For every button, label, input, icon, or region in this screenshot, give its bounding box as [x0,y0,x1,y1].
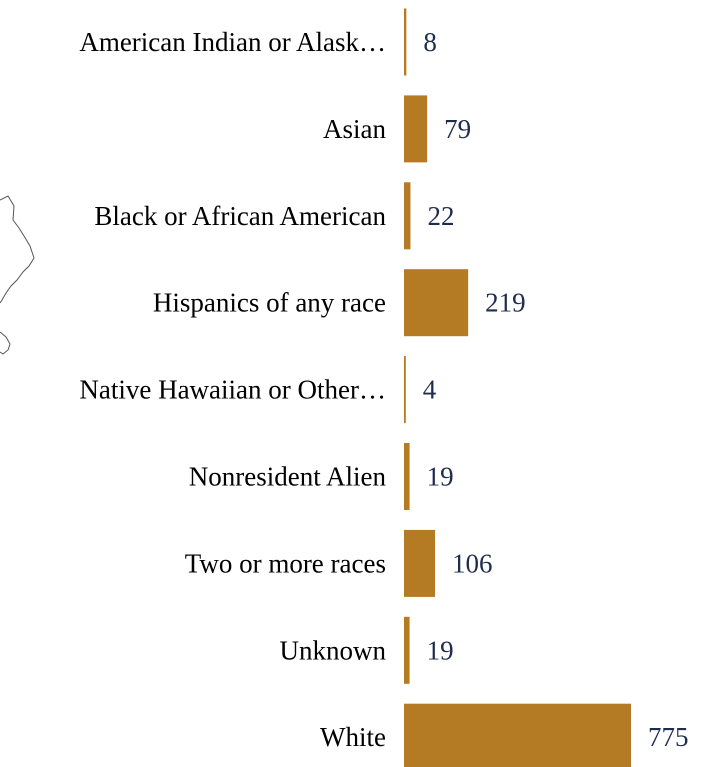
category-label: White [320,722,386,752]
bar[interactable] [404,616,410,684]
bar[interactable] [404,269,469,337]
bar[interactable] [404,443,410,510]
bar-row: Nonresident Alien 19 [189,443,454,510]
category-label: Unknown [280,635,387,665]
category-label: Nonresident Alien [189,462,387,492]
bar[interactable] [404,703,631,767]
value-label: 4 [423,375,437,405]
value-label: 79 [444,114,471,144]
category-label: Hispanics of any race [153,288,386,318]
bar-row: Asian 79 [323,95,471,163]
bar-row: Hispanics of any race 219 [153,269,526,337]
bar-row: Native Hawaiian or Other… 4 [79,356,437,424]
bar[interactable] [404,182,411,250]
bar-row: Two or more races 106 [185,529,493,597]
category-label: Black or African American [94,201,386,231]
bar[interactable] [404,95,428,163]
value-label: 19 [427,462,454,492]
value-label: 219 [485,288,526,318]
bar[interactable] [404,8,407,76]
value-label: 8 [423,27,437,57]
category-label: Native Hawaiian or Other… [79,375,386,405]
value-label: 19 [427,635,454,665]
map-outline-fragment [0,195,35,355]
bar-row: Unknown 19 [280,616,454,684]
category-label: Two or more races [185,548,386,578]
bar[interactable] [404,529,436,597]
bar-row: Black or African American 22 [94,182,454,250]
bar[interactable] [404,356,406,424]
value-label: 106 [452,548,493,578]
bar-row: White 775 [320,703,689,767]
bar-row: American Indian or Alask… 8 [79,8,437,76]
category-label: American Indian or Alask… [79,27,386,57]
value-label: 22 [427,201,454,231]
value-label: 775 [648,722,689,752]
bars-layer: American Indian or Alask… 8 Asian 79 Black o… [79,8,689,767]
category-label: Asian [323,114,386,144]
